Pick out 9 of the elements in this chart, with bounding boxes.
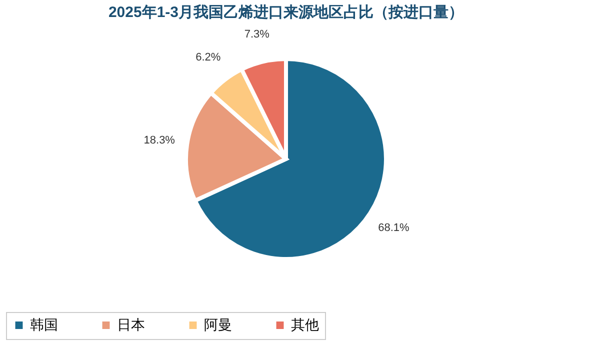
data-label: 18.3% (144, 134, 176, 146)
legend-label: 阿曼 (204, 316, 232, 332)
data-label: 68.1% (378, 222, 410, 234)
legend-label: 韩国 (30, 316, 58, 332)
data-label: 7.3% (244, 28, 270, 40)
chart-title: 2025年1-3月我国乙烯进口来源地区占比（按进口量） (108, 4, 464, 21)
data-label: 6.2% (196, 51, 221, 64)
legend-label: 其他 (291, 316, 319, 332)
legend-label: 日本 (117, 316, 145, 332)
